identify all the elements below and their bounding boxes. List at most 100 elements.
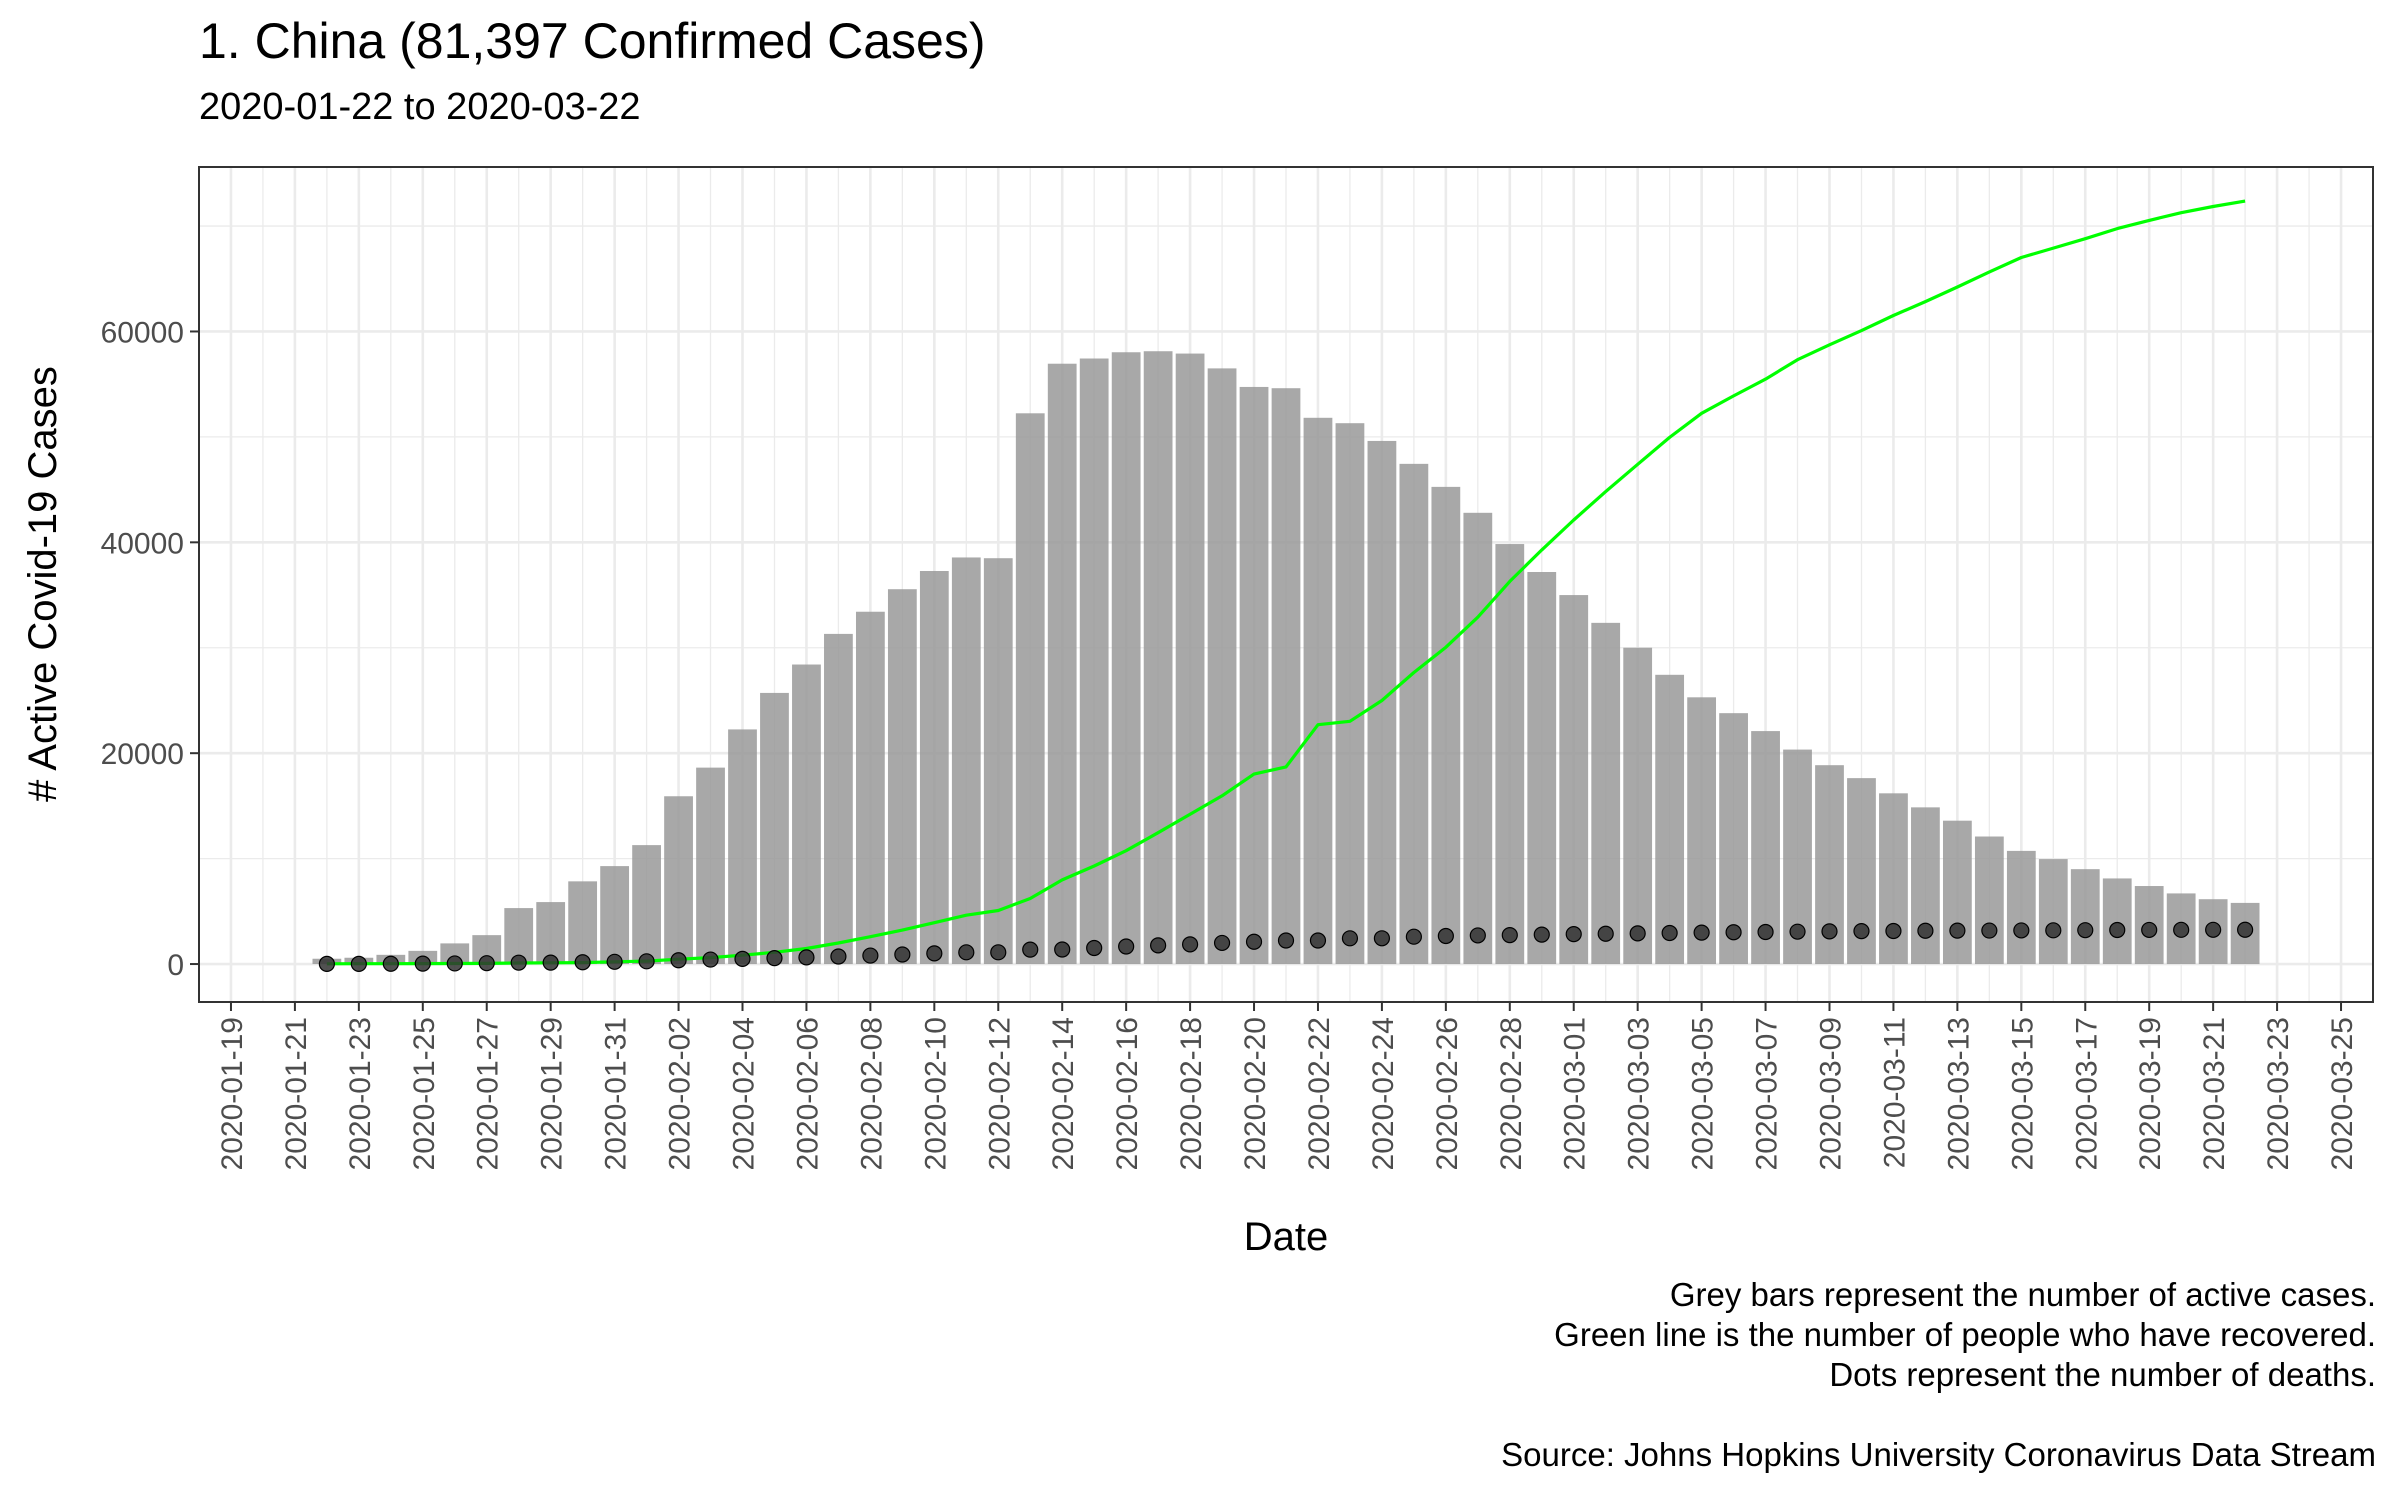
active-cases-bar [887,589,917,965]
y-tick-label: 40000 [101,527,184,560]
x-tick-label: 2020-03-25 [2326,1017,2359,1170]
x-tick-label: 2020-02-26 [1431,1017,1464,1170]
x-tick-label: 2020-02-12 [983,1017,1016,1170]
x-axis-title: Date [1244,1215,1329,1259]
active-cases-bar [1303,417,1333,965]
active-cases-bar [1463,512,1493,965]
x-tick-label: 2020-03-23 [2262,1017,2295,1170]
x-tick-label: 2020-03-03 [1623,1017,1656,1170]
active-cases-bar [728,729,757,965]
death-point [1917,922,1934,939]
active-cases-bar [536,902,566,965]
active-cases-bar [632,845,661,965]
death-point [1245,933,1263,950]
active-cases-bar [1559,595,1589,965]
active-cases-bar [2070,869,2100,965]
death-point [574,954,591,971]
death-point [1693,924,1710,941]
active-cases-bar [1207,368,1237,965]
x-tick-label: 2020-03-01 [1559,1017,1592,1170]
active-case-bars [312,351,2260,965]
death-point [958,944,975,961]
death-point [2109,921,2126,939]
death-point [318,955,335,972]
death-point [1885,922,1902,940]
death-point [1725,924,1742,941]
active-cases-bar [1687,697,1717,965]
caption-line-deaths: Dots represent the number of deaths. [1829,1356,2376,1393]
active-cases-bar [1527,572,1557,965]
active-cases-bar [568,881,598,965]
active-cases-bar [855,611,885,965]
death-point [862,947,879,964]
death-point [1054,941,1071,958]
x-tick-label: 2020-03-09 [1815,1017,1848,1170]
death-point [1341,930,1359,947]
active-cases-bar [760,692,789,965]
x-tick-label: 2020-02-28 [1495,1017,1528,1170]
x-tick-label: 2020-02-04 [728,1017,761,1170]
x-tick-label: 2020-03-21 [2198,1017,2231,1170]
active-cases-bar [2038,859,2068,965]
active-cases-bar [1271,388,1301,965]
active-cases-bar [1719,713,1748,965]
death-point [1373,930,1391,947]
death-point [1181,936,1199,953]
chart-subtitle: 2020-01-22 to 2020-03-22 [199,86,641,128]
death-point [350,955,367,972]
x-tick-label: 2020-02-22 [1303,1017,1336,1170]
death-point [830,948,847,965]
active-cases-bar [1942,820,1972,965]
death-point [1213,934,1231,952]
active-cases-bar [1175,353,1205,965]
death-point [1533,926,1550,943]
death-point [1629,925,1646,942]
x-tick-label: 2020-02-24 [1367,1017,1400,1170]
death-point [926,945,943,962]
active-cases-bar [983,558,1013,965]
x-tick-label: 2020-03-15 [2006,1017,2039,1170]
death-point [670,952,687,969]
active-cases-bar [440,943,470,965]
active-cases-bar [1335,423,1365,965]
active-cases-bar [1399,463,1429,965]
x-tick-label: 2020-03-11 [1878,1017,1911,1168]
death-point [1821,923,1838,940]
active-cases-bar [1079,358,1109,965]
active-cases-bar [1623,647,1653,965]
active-cases-bar [664,796,693,965]
death-point [1565,926,1582,943]
active-cases-bar [1655,674,1685,965]
x-tick-label: 2020-02-06 [791,1017,824,1170]
active-cases-bar [824,633,853,965]
active-cases-bar [2006,850,2036,965]
chart-caption: Grey bars represent the number of active… [1501,1275,2376,1475]
x-tick-label: 2020-02-02 [664,1017,697,1170]
death-point [990,944,1007,961]
caption-line-recovered: Green line is the number of people who h… [1554,1316,2376,1353]
active-cases-bar [1367,440,1397,965]
axes: 0 20000 40000 60000 2020-01-19 2020-01-21 2020… [101,316,2359,1170]
active-cases-bar [1047,363,1077,965]
x-tick-label: 2020-02-18 [1175,1017,1208,1170]
caption-source: Source: Johns Hopkins University Coronav… [1501,1436,2376,1473]
x-tick-label: 2020-03-07 [1751,1017,1784,1170]
death-point [414,955,431,972]
death-point [2173,921,2190,938]
death-point [1022,941,1039,958]
x-tick-label: 2020-01-19 [216,1017,249,1170]
death-point [1469,927,1486,944]
death-point [1150,937,1167,954]
active-cases-bar [2102,878,2132,965]
death-point [1949,922,1966,939]
death-point [2237,921,2254,938]
death-point [606,953,623,970]
chart-title: 1. China (81,397 Confirmed Cases) [199,13,986,69]
death-point [1118,938,1135,955]
death-point [1597,925,1614,942]
y-tick-label: 0 [167,949,184,982]
x-tick-label: 2020-03-19 [2134,1017,2167,1170]
death-point [702,951,719,968]
active-cases-bar [1239,386,1269,965]
